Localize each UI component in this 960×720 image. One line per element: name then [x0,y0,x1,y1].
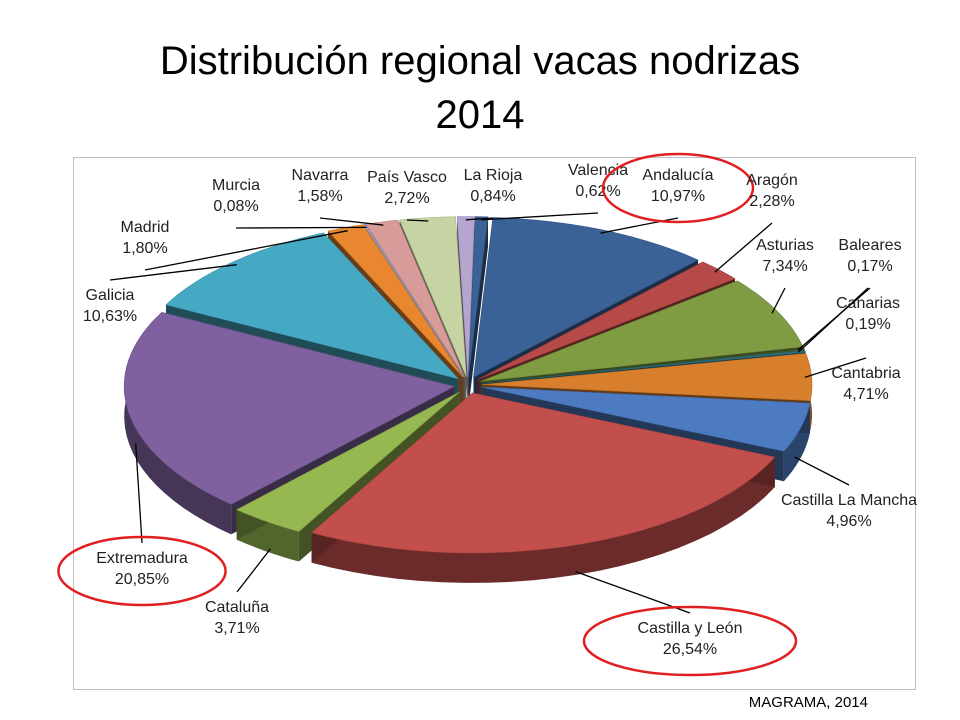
slice-label-andalucia: Andalucía [642,167,713,184]
slice-andalucia [473,217,699,378]
leader-line-navarra [319,217,384,226]
slice-label-valencia: Valencia [568,162,628,179]
leader-line-aragon [714,222,773,273]
slice-label-baleares: Baleares [838,237,901,254]
leader-line-cantabria [804,357,867,378]
slice-value-navarra: 1,58% [297,188,342,205]
highlight-ring-castilla-y-leon [582,605,798,677]
slice-wall-extremadura [124,312,232,535]
slice-label-extremadura: Extremadura [96,550,188,567]
slice-labels: Valencia 0,62% Andalucía 10,97% Aragón 2,28% A… [57,152,917,677]
slice-castilla-y-leon [310,392,776,554]
slice-value-castilla-la-mancha: 4,96% [826,513,871,530]
slice-value-pais-vasco: 2,72% [384,190,429,207]
slice-value-la-rioja: 0,84% [470,188,515,205]
highlight-ring-andalucia [601,152,755,224]
slice-value-galicia: 10,63% [83,308,137,325]
leader-line-galicia [109,264,237,281]
slice-value-baleares: 0,17% [847,258,892,275]
slice-canarias [481,350,806,384]
leader-line-asturias [771,287,786,314]
slice-value-madrid: 1,80% [122,240,167,257]
slice-cataluna [236,391,460,532]
slice-value-canarias: 0,19% [845,316,890,333]
slice-label-canarias: Canarias [836,295,900,312]
chart-title-line-1: Distribución regional vacas nodrizas [159,39,801,83]
slice-label-pais-vasco: País Vasco [367,169,447,186]
slice-label-asturias: Asturias [756,237,814,254]
leader-line-madrid [144,230,348,271]
slice-label-aragon: Aragón [746,172,798,189]
slice-la-rioja [456,216,475,377]
slice-valencia [468,216,489,377]
slice-label-cantabria: Cantabria [831,365,900,382]
slice-value-asturias: 7,34% [762,258,807,275]
slice-cantabria [481,353,813,402]
leader-line-extremadura [135,443,143,544]
slice-pais-vasco [399,216,467,377]
slice-label-castilla-y-leon: Castilla y León [638,620,743,637]
slice-galicia [165,232,460,380]
leader-line-murcia [235,226,367,229]
slice-edge-valencia-1 [468,216,488,407]
leader-line-la-rioja [465,217,494,221]
slice-extremadura [123,311,456,505]
slice-label-galicia: Galicia [86,287,135,304]
slice-value-valencia: 0,62% [575,183,620,200]
leader-line-castilla-la-mancha [794,456,850,486]
slice-label-navarra: Navarra [292,167,349,184]
slice-value-extremadura: 20,85% [115,571,169,588]
slice-value-castilla-y-leon: 26,54% [663,641,717,658]
leader-line-canarias [798,287,869,353]
leader-line-valencia [481,212,599,221]
slice-value-cataluna: 3,71% [214,620,259,637]
leader-line-cataluna [236,548,271,593]
slice-aragon [478,261,736,380]
leader-line-castilla-y-leon [575,570,691,614]
slice-label-madrid: Madrid [121,219,170,236]
slice-label-cataluna: Cataluña [205,599,269,616]
highlight-ring-extremadura [57,535,227,607]
leader-line-andalucia [600,217,679,234]
slice-murcia [363,224,465,378]
chart-title-line-2: 2014 [435,93,525,137]
slice-value-cantabria: 4,71% [843,386,888,403]
slice-label-la-rioja: La Rioja [464,167,523,184]
source-note: MAGRAMA, 2014 [748,694,868,711]
slice-label-murcia: Murcia [212,177,260,194]
slice-castilla-la-mancha [481,386,811,452]
chart-frame [73,157,916,690]
slice-value-andalucia: 10,97% [651,188,705,205]
chart-title: Distribución regional vacas nodrizas 201… [0,34,960,142]
slice-value-aragon: 2,28% [749,193,794,210]
leader-line-pais-vasco [406,219,429,222]
slice-label-castilla-la-mancha: Castilla La Mancha [781,492,917,509]
pie-tops [123,216,813,554]
slice-value-murcia: 0,08% [213,198,258,215]
slice-asturias [480,280,804,382]
